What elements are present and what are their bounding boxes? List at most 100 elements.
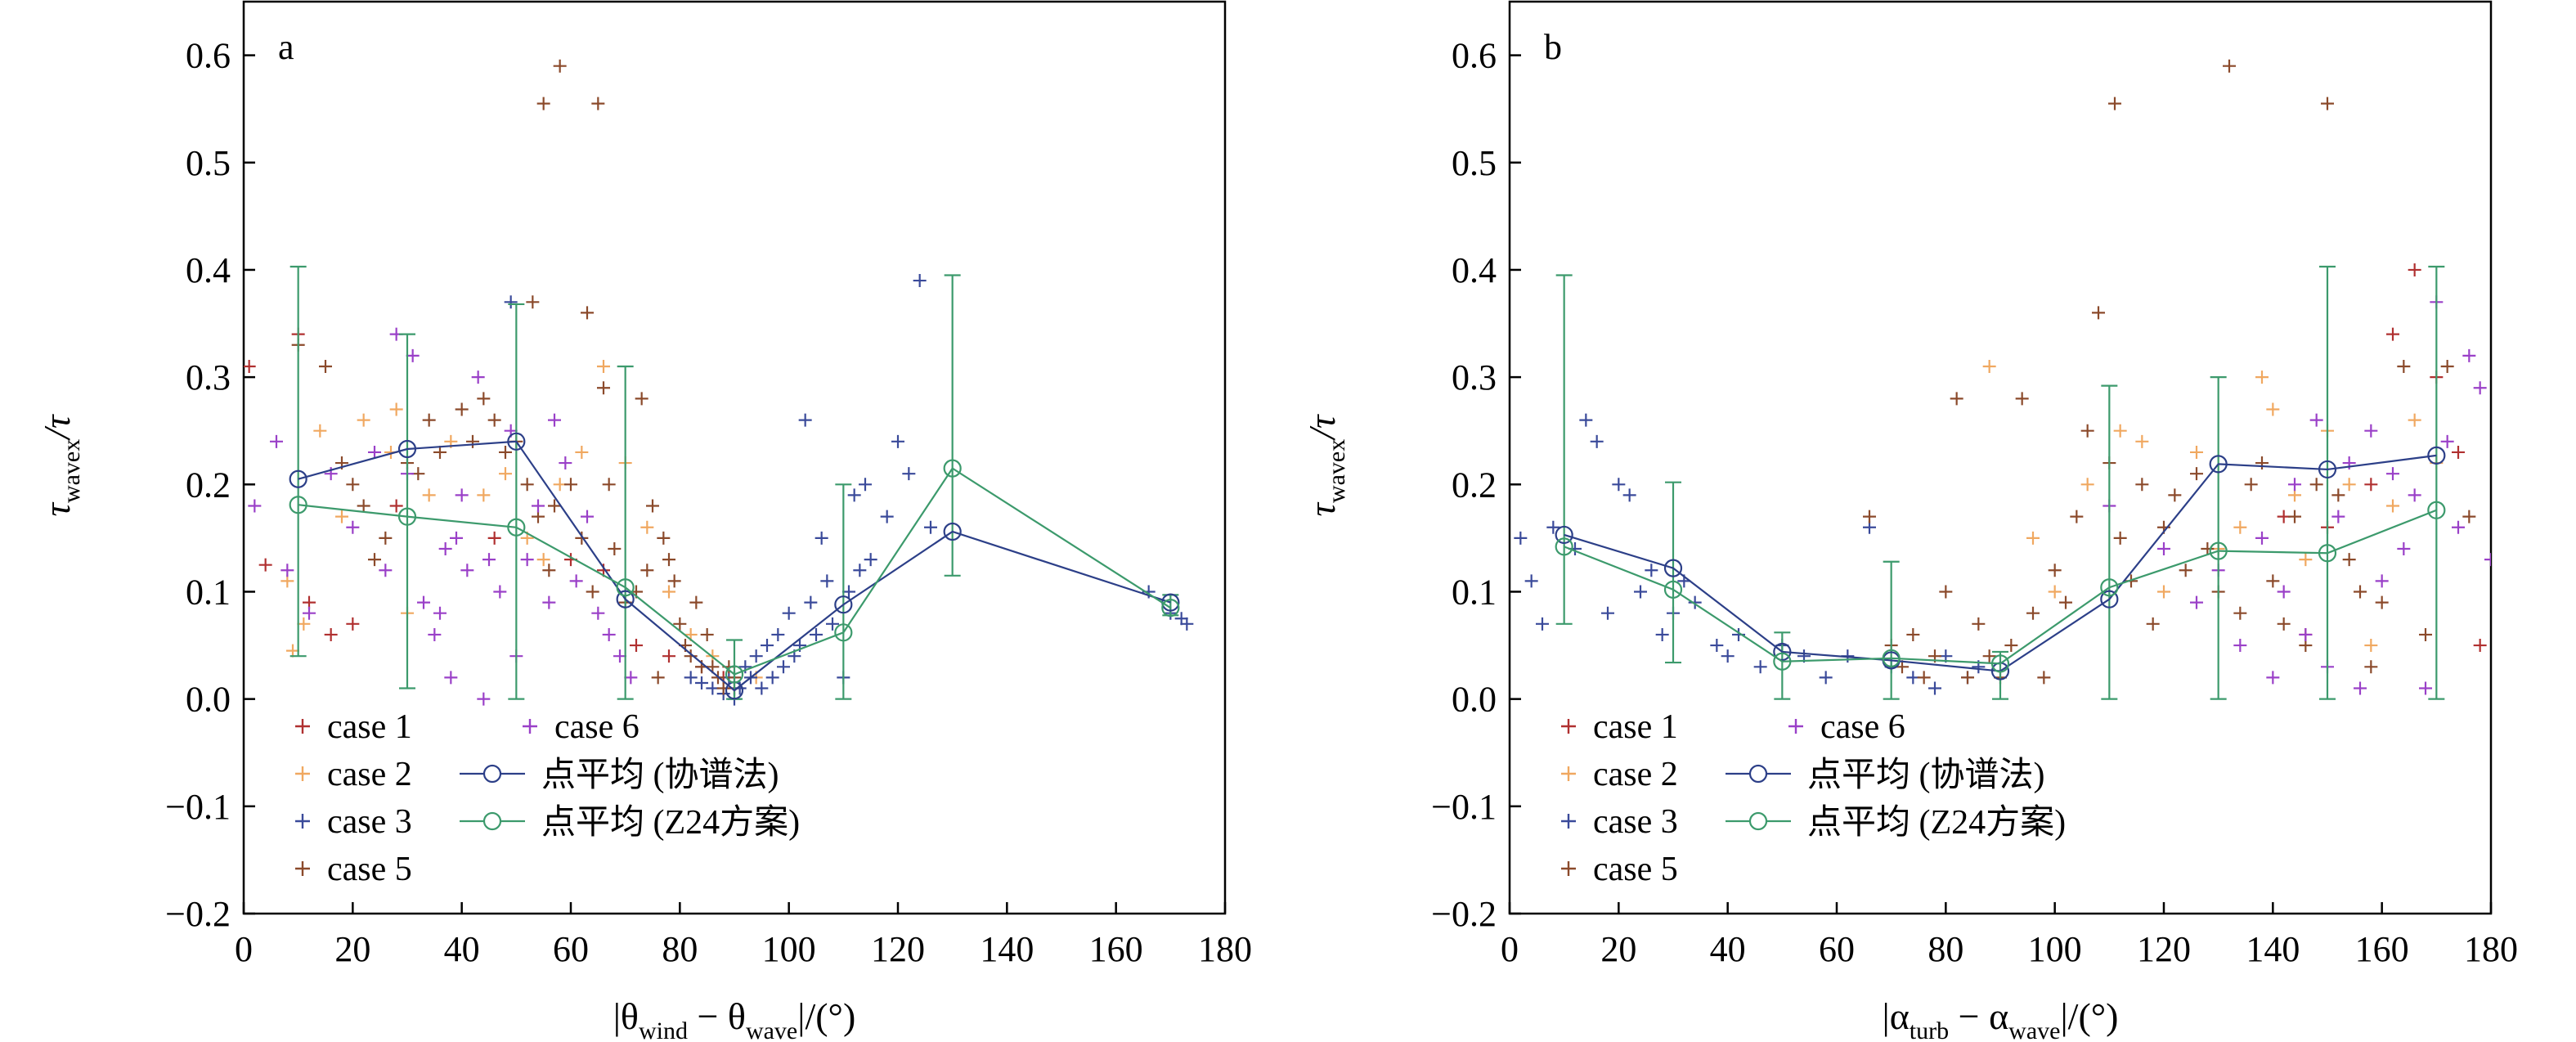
- y-tick-label: 0.2: [1452, 465, 1497, 505]
- avg-marker-cospectral: [2209, 455, 2228, 474]
- scatter-point-case-2: [2080, 478, 2094, 492]
- scatter-point-case-6: [624, 671, 638, 685]
- scatter-point-case-3: [1180, 617, 1194, 631]
- scatter-point-case-6: [602, 627, 616, 641]
- scatter-point-case-3: [1174, 612, 1188, 626]
- scatter-point-case-5: [2342, 553, 2356, 567]
- scatter-point-case-6: [2364, 424, 2378, 438]
- scatter-point-case-3: [847, 488, 861, 502]
- scatter-point-case-3: [706, 681, 720, 695]
- y-axis-label-part: wavex: [58, 439, 85, 503]
- x-tick-label: 0: [235, 929, 253, 969]
- scatter-point-case-3: [864, 553, 877, 567]
- scatter-point-case-2: [575, 445, 589, 459]
- scatter-point-case-5: [1863, 510, 1876, 523]
- scatter-point-case-6: [2375, 574, 2389, 588]
- scatter-point-case-5: [2015, 392, 2029, 406]
- y-tick-label: 0.4: [1452, 250, 1497, 290]
- legend-marker: [295, 861, 310, 876]
- scatter-point-case-3: [810, 627, 823, 641]
- scatter-point-case-6: [559, 456, 572, 470]
- x-tick-label: 160: [1089, 929, 1143, 969]
- y-axis-label-part: τ: [36, 502, 78, 517]
- scatter-point-case-5: [2190, 467, 2203, 481]
- x-tick-label: 140: [2246, 929, 2300, 969]
- scatter-point-case-6: [2331, 510, 2345, 523]
- legend-label: 点平均 (协谱法): [541, 757, 779, 794]
- scatter-point-case-5: [2354, 585, 2367, 599]
- x-axis-label: |αturb − αwave|/(°): [1882, 995, 2118, 1042]
- scatter-point-case-3: [504, 295, 518, 309]
- scatter-point-case-5: [2070, 510, 2084, 523]
- scatter-point-case-6: [2354, 681, 2367, 695]
- legend-marker: [295, 766, 310, 781]
- scatter-point-case-3: [891, 434, 904, 448]
- scatter-point-case-5: [466, 434, 479, 448]
- legend-marker: [1748, 764, 1768, 784]
- scatter-point-case-5: [346, 478, 360, 492]
- scatter-point-case-3: [1546, 520, 1560, 534]
- scatter-point-case-5: [667, 574, 681, 588]
- scatter-point-case-6: [2419, 681, 2432, 695]
- scatter-point-case-6: [346, 520, 360, 534]
- scatter-point-case-6: [368, 445, 381, 459]
- scatter-point-case-5: [2375, 595, 2389, 609]
- y-tick-label: 0.5: [186, 143, 231, 183]
- x-axis-label-part: wave: [2008, 1017, 2060, 1042]
- y-tick-label: 0.3: [1452, 357, 1497, 397]
- plot-frame: [1508, 0, 2493, 915]
- scatter-point-case-5: [2223, 59, 2236, 73]
- scatter-point-case-5: [564, 478, 577, 492]
- scatter-point-case-5: [520, 478, 534, 492]
- scatter-point-case-3: [1928, 681, 1941, 695]
- scatter-point-case-5: [1972, 617, 1986, 631]
- scatter-point-case-1: [2386, 327, 2399, 341]
- avg-marker-z24: [2427, 501, 2446, 519]
- scatter-point-case-5: [575, 531, 589, 545]
- legend-label: case 3: [1593, 803, 1678, 841]
- scatter-point-case-6: [248, 499, 262, 513]
- x-axis-label-part: |/(°): [797, 995, 855, 1037]
- avg-marker-z24: [943, 459, 962, 478]
- scatter-point-case-6: [303, 606, 316, 620]
- legend-marker: [1561, 719, 1576, 734]
- legend-marker: [1561, 766, 1576, 781]
- scatter-point-case-5: [635, 392, 648, 406]
- scatter-point-case-6: [2266, 671, 2280, 685]
- scatter-point-case-3: [880, 510, 894, 523]
- scatter-point-case-3: [755, 681, 769, 695]
- scatter-point-case-5: [2146, 617, 2160, 631]
- y-tick-label: −0.1: [165, 787, 231, 827]
- legend-label: case 6: [1820, 708, 1905, 746]
- avg-marker-cospectral: [1663, 559, 1683, 577]
- scatter-point-case-5: [422, 413, 436, 427]
- scatter-point-case-2: [1982, 360, 1996, 373]
- scatter-point-case-5: [357, 499, 370, 513]
- panel-letter: b: [1544, 27, 1562, 67]
- legend-label: case 1: [1593, 708, 1678, 746]
- legend-marker: [1748, 811, 1768, 831]
- scatter-point-case-3: [826, 617, 839, 631]
- scatter-point-case-5: [1982, 649, 1996, 663]
- scatter-point-case-6: [581, 510, 594, 523]
- scatter-point-case-6: [379, 564, 393, 577]
- scatter-point-case-3: [1688, 595, 1702, 609]
- scatter-point-case-5: [602, 478, 616, 492]
- avg-line-z24: [1564, 509, 2437, 665]
- legend-label: 点平均 (协谱法): [1807, 757, 2044, 794]
- scatter-point-case-3: [695, 676, 708, 689]
- scatter-point-case-3: [913, 274, 927, 288]
- y-tick-label: 0.0: [186, 680, 231, 720]
- x-tick-label: 180: [2464, 929, 2518, 969]
- scatter-point-case-1: [630, 639, 643, 653]
- scatter-point-case-3: [684, 671, 698, 685]
- scatter-point-case-5: [651, 671, 665, 685]
- scatter-point-case-3: [1601, 606, 1614, 620]
- x-axis-label-part: − α: [1949, 995, 2008, 1037]
- scatter-point-case-6: [532, 499, 545, 513]
- legend-label: case 2: [1593, 756, 1678, 793]
- avg-marker-z24: [1990, 654, 2010, 673]
- scatter-point-case-2: [2364, 639, 2378, 653]
- scatter-point-case-5: [2255, 456, 2269, 470]
